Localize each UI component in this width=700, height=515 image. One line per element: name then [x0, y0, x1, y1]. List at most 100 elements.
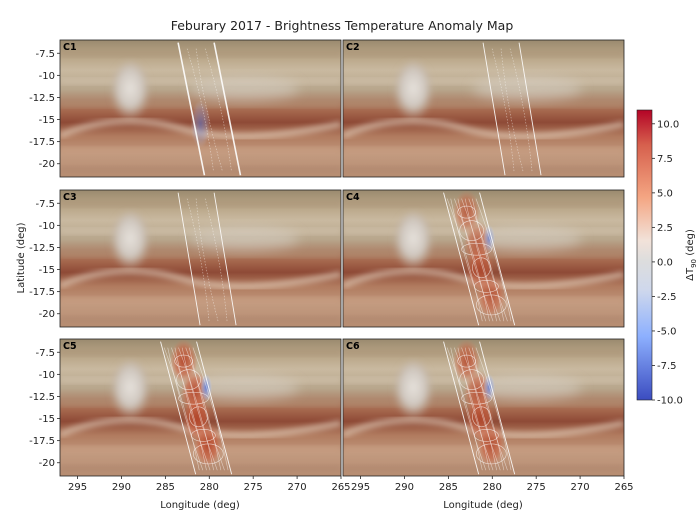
white-filament	[343, 118, 624, 140]
chart-title: Feburary 2017 - Brightness Temperature A…	[171, 18, 514, 33]
panel-c2: C2	[342, 39, 625, 178]
pale-oval	[110, 211, 151, 272]
x-tick-label: 295	[351, 482, 370, 493]
panel-label: C3	[63, 192, 77, 203]
x-tick-label: 265	[614, 482, 633, 493]
y-tick-label: -17.5	[29, 137, 55, 148]
y-tick-label: -15	[39, 265, 55, 276]
cloud-streak	[343, 349, 624, 356]
y-tick-label: -15	[39, 115, 55, 126]
x-tick-label: 290	[112, 482, 131, 493]
x-tick-label: 265	[331, 482, 350, 493]
colorbar-label: ΔT90 (deg)	[685, 229, 698, 281]
pale-swirl	[472, 226, 583, 251]
colorbar-tick-label: -5.0	[657, 326, 677, 337]
y-tick-label: -7.5	[35, 199, 55, 210]
pale-oval	[110, 360, 151, 421]
colorbar: 10.0 7.5 5.0 2.5 0.0 -2.5 -5.0 -7.5 -10.0 ΔT90 (…	[636, 109, 698, 407]
cloud-streak	[60, 78, 341, 85]
x-tick-label: 280	[483, 482, 502, 493]
panel-frame	[342, 39, 625, 178]
y-tick-label: -17.5	[29, 287, 55, 298]
pale-oval	[393, 211, 434, 272]
y-tick-label: -17.5	[29, 436, 55, 447]
cloud-streak	[60, 146, 341, 153]
cloud-streak	[343, 101, 624, 108]
x-tick-label: 280	[200, 482, 219, 493]
panel-label: C1	[63, 42, 77, 53]
cloud-streak	[60, 251, 341, 258]
cloud-streak	[60, 316, 341, 323]
x-axis-title-right: Longitude (deg)	[443, 500, 523, 511]
panels: C1 -7.5 -10 -12.5 -15 -17.5 -20 C2 C3 -7.5 -10 -12.…	[29, 39, 634, 493]
cloud-streak	[60, 50, 341, 57]
x-tick-label: 290	[395, 482, 414, 493]
panel-image	[343, 339, 624, 476]
y-tick-label: -20	[39, 309, 55, 320]
cloud-streak	[343, 316, 624, 323]
white-filament	[343, 268, 624, 290]
x-tick-label: 285	[439, 482, 458, 493]
x-tick-label: 275	[527, 482, 546, 493]
y-tick-label: -15	[39, 414, 55, 425]
cloud-streak	[60, 166, 341, 173]
scan-strip-contours	[443, 341, 516, 475]
scan-strip-contours	[443, 192, 516, 326]
colorbar-gradient	[636, 109, 653, 401]
white-filament	[60, 268, 341, 290]
y-tick-label: -20	[39, 159, 55, 170]
pale-swirl	[189, 226, 300, 251]
y-tick-label: -12.5	[29, 243, 55, 254]
white-filament	[60, 417, 341, 439]
x-tick-label: 275	[244, 482, 263, 493]
cloud-streak	[60, 296, 341, 303]
colorbar-tick-label: 10.0	[657, 119, 679, 130]
x-tick-label: 270	[288, 482, 307, 493]
colorbar-tick-label: 2.5	[657, 223, 673, 234]
pale-oval	[110, 61, 151, 122]
panel-image	[343, 40, 624, 177]
x-tick-label: 295	[68, 482, 87, 493]
panel-frame	[59, 189, 342, 328]
colorbar-tick-label: -7.5	[657, 361, 677, 372]
pale-swirl	[189, 76, 300, 101]
y-axis-title: Latitude (deg)	[16, 222, 27, 293]
panel-image	[60, 190, 341, 327]
y-tick-label: -12.5	[29, 93, 55, 104]
panel-label: C5	[63, 341, 77, 352]
panel-label: C2	[346, 42, 360, 53]
colorbar-ticks: 10.0 7.5 5.0 2.5 0.0 -2.5 -5.0 -7.5 -10.0	[652, 119, 683, 407]
white-filament	[60, 118, 341, 140]
panel-image	[60, 40, 341, 177]
pale-swirl	[472, 375, 583, 400]
panel-label: C4	[346, 192, 360, 203]
scan-strip-contours	[177, 192, 237, 326]
colorbar-tick-label: 5.0	[657, 188, 673, 199]
cloud-streak	[60, 349, 341, 356]
panel-image	[343, 190, 624, 327]
cloud-streak	[343, 50, 624, 57]
panel-label: C6	[346, 341, 360, 352]
cool-anomaly	[190, 99, 211, 148]
cloud-streak	[343, 200, 624, 207]
scan-strip-contours	[177, 42, 242, 176]
panel-frame	[59, 39, 342, 178]
pale-swirl	[472, 76, 583, 101]
panel-c1: C1 -7.5 -10 -12.5 -15 -17.5 -20	[29, 39, 342, 178]
cloud-streak	[343, 146, 624, 153]
pale-swirl	[189, 375, 300, 400]
y-tick-label: -10	[39, 221, 55, 232]
cloud-streak	[60, 228, 341, 235]
pale-oval	[393, 360, 434, 421]
colorbar-tick-label: -10.0	[657, 396, 683, 407]
cloud-bands	[343, 40, 624, 177]
y-tick-label: -10	[39, 71, 55, 82]
pale-oval	[393, 61, 434, 122]
cloud-streak	[343, 166, 624, 173]
y-tick-label: -7.5	[35, 348, 55, 359]
panel-frame	[59, 338, 342, 477]
scan-strip-contours	[482, 42, 542, 176]
x-tick-label: 270	[571, 482, 590, 493]
panel-c4: C4	[342, 189, 625, 328]
